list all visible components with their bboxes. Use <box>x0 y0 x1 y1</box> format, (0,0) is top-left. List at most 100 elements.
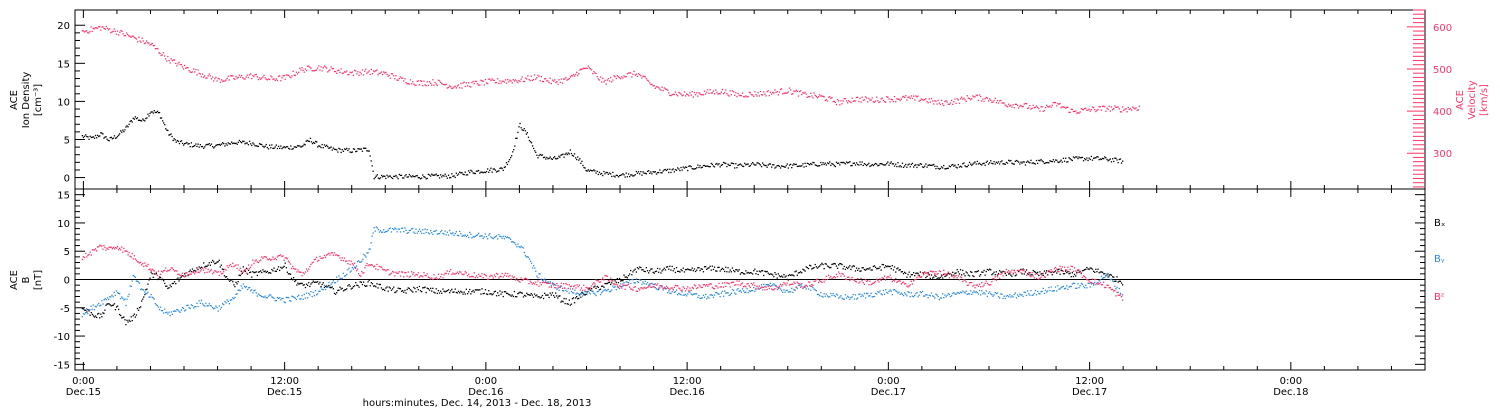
bz-point <box>916 276 918 279</box>
by-point <box>976 291 978 294</box>
velocity-point <box>416 80 418 82</box>
ion-density-point <box>359 148 361 150</box>
ion-density-point <box>1084 158 1086 160</box>
bx-point <box>122 316 124 319</box>
bx-point <box>406 288 408 291</box>
bx-point <box>755 273 757 275</box>
ion-density-point <box>776 165 778 167</box>
ion-density-point <box>815 164 817 167</box>
ion-density-point <box>315 140 317 143</box>
ion-density-point <box>602 174 604 177</box>
velocity-point <box>175 62 177 64</box>
velocity-point <box>337 69 339 72</box>
bz-point <box>130 256 132 258</box>
velocity-point <box>782 93 784 95</box>
velocity-point <box>720 91 722 93</box>
bx-point <box>337 289 339 292</box>
velocity-point <box>488 78 490 80</box>
bz-point <box>423 272 425 274</box>
velocity-point <box>835 103 838 106</box>
bz-point <box>405 272 407 274</box>
ion-density-point <box>196 145 198 148</box>
by-point <box>402 227 404 229</box>
bx-point <box>86 311 88 313</box>
ion-density-point <box>257 145 260 148</box>
bx-point <box>557 297 559 299</box>
bx-point <box>658 271 660 273</box>
ion-density-point <box>646 170 649 172</box>
by-point <box>462 234 464 237</box>
by-point <box>1080 282 1082 285</box>
ion-density-point <box>1043 162 1046 165</box>
by-point <box>754 290 756 292</box>
velocity-point <box>788 87 791 89</box>
by-point <box>195 306 197 308</box>
bx-point <box>1041 273 1043 275</box>
ion-density-point <box>511 155 513 157</box>
velocity-point <box>491 78 493 80</box>
velocity-point <box>588 67 590 69</box>
velocity-point <box>683 91 686 93</box>
bz-point <box>1031 272 1033 274</box>
velocity-point <box>1110 106 1113 108</box>
velocity-point <box>620 78 622 80</box>
bz-point <box>428 277 431 279</box>
bx-point <box>874 266 877 268</box>
by-point <box>465 235 467 238</box>
ion-density-point <box>129 120 131 123</box>
ion-density-point <box>497 170 499 172</box>
bz-point <box>640 287 642 289</box>
top-left-y-tick-label: 0 <box>64 174 70 185</box>
bz-point <box>154 273 156 275</box>
bz-point <box>720 286 722 288</box>
by-point <box>191 305 194 307</box>
velocity-point <box>989 98 991 100</box>
bz-point <box>570 285 573 287</box>
bx-point <box>993 271 995 273</box>
by-point <box>1014 292 1016 294</box>
bx-point <box>1020 268 1022 270</box>
ion-density-point <box>212 146 214 148</box>
bz-point <box>182 275 185 277</box>
bx-point <box>509 294 511 296</box>
ion-density-point <box>587 169 589 171</box>
by-point <box>205 302 207 304</box>
bz-point <box>1010 271 1012 273</box>
bx-point <box>686 268 688 271</box>
velocity-point <box>255 73 257 76</box>
by-point <box>743 290 745 292</box>
bz-point <box>886 277 888 279</box>
bx-point <box>367 281 369 283</box>
velocity-point <box>341 72 343 74</box>
velocity-point <box>734 94 736 96</box>
ion-density-point <box>245 142 247 144</box>
bz-point <box>89 251 91 253</box>
velocity-point <box>1061 106 1063 108</box>
by-point <box>417 230 419 232</box>
bz-point <box>938 270 940 272</box>
bz-point <box>378 265 380 268</box>
bx-point <box>569 304 571 306</box>
ion-density-point <box>1060 159 1062 161</box>
bx-point <box>485 293 488 295</box>
bx-point <box>212 259 214 262</box>
top-right-y-tick-label: 600 <box>1433 23 1452 34</box>
bx-point <box>166 285 168 287</box>
velocity-point <box>462 82 464 84</box>
bx-point <box>187 274 189 277</box>
velocity-point <box>224 80 226 82</box>
top-left-y-tick-label: 10 <box>57 97 70 108</box>
bz-point <box>553 284 555 286</box>
bz-point <box>506 275 508 277</box>
bz-point <box>733 281 735 283</box>
by-point <box>1087 282 1089 284</box>
bx-point <box>963 273 965 275</box>
ion-density-point <box>295 146 298 148</box>
velocity-point <box>994 97 996 100</box>
ion-density-point <box>89 135 91 137</box>
by-point <box>112 296 114 298</box>
bz-point <box>96 250 98 252</box>
by-point <box>1105 275 1107 277</box>
ion-density-point <box>1053 161 1056 163</box>
ion-density-point <box>432 174 434 176</box>
